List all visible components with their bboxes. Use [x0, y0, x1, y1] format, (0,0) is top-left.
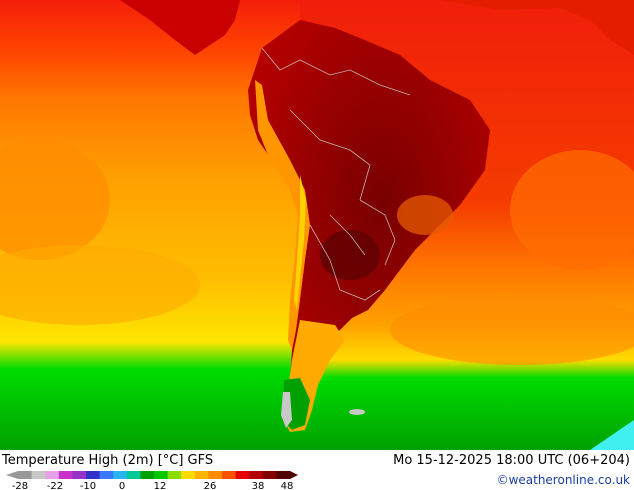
credit-link[interactable]: ©weatheronline.co.uk — [496, 473, 630, 487]
legend-swatch — [154, 471, 169, 479]
legend-swatch — [249, 471, 264, 479]
legend-swatch — [113, 471, 128, 479]
footer-bar: Temperature High (2m) [°C] GFS Mo 15-12-… — [0, 450, 634, 490]
legend-tick-label: 26 — [204, 481, 217, 490]
pacific-cooler-patch — [0, 245, 200, 325]
southeast-brazil-patch — [397, 195, 453, 235]
legend-tick-label: 0 — [119, 481, 125, 490]
legend-swatch — [222, 471, 237, 479]
legend-swatch — [126, 471, 141, 479]
gran-chaco-hotspot — [320, 230, 380, 280]
legend-ticks: -28 -22 -10 0 12 26 38 48 — [12, 481, 294, 490]
falkland-islands — [349, 409, 365, 415]
legend-swatch — [58, 471, 73, 479]
legend-swatch — [235, 471, 250, 479]
legend-tick-label: 38 — [252, 481, 265, 490]
andes-high-strip — [294, 175, 306, 310]
legend-swatch — [181, 471, 196, 479]
atlantic-warm-band — [390, 295, 634, 365]
legend-tick-label: 12 — [154, 481, 167, 490]
legend-swatch — [18, 471, 33, 479]
pacific-cool-patch — [0, 140, 110, 260]
legend-tick-label: -22 — [47, 481, 63, 490]
atlantic-orange-patch — [510, 150, 634, 270]
forecast-datetime: Mo 15-12-2025 18:00 UTC (06+204) — [393, 453, 630, 468]
legend-swatch — [31, 471, 46, 479]
legend-swatch — [72, 471, 87, 479]
legend-swatch — [208, 471, 223, 479]
patagonia-snow — [281, 392, 292, 428]
legend-swatches — [6, 471, 298, 479]
legend-swatch — [140, 471, 155, 479]
legend-swatch — [276, 471, 291, 479]
ice-edge — [590, 420, 634, 450]
legend-swatch — [262, 471, 277, 479]
map-title: Temperature High (2m) [°C] GFS — [2, 453, 214, 468]
legend-swatch — [86, 471, 101, 479]
temperature-map — [0, 0, 634, 450]
legend-swatch — [45, 471, 60, 479]
caribbean-islands — [440, 0, 634, 55]
legend-swatch — [194, 471, 209, 479]
central-america — [120, 0, 240, 55]
country-borders — [261, 47, 411, 301]
legend-tick-label: -28 — [12, 481, 28, 490]
legend-arrow-left — [6, 471, 18, 479]
legend-swatch — [99, 471, 114, 479]
legend-tick-label: 48 — [281, 481, 294, 490]
legend-swatch — [167, 471, 182, 479]
legend-tick-label: -10 — [80, 481, 96, 490]
legend-arrow-right — [290, 471, 298, 479]
color-legend: -28 -22 -10 0 12 26 38 48 — [6, 471, 298, 490]
